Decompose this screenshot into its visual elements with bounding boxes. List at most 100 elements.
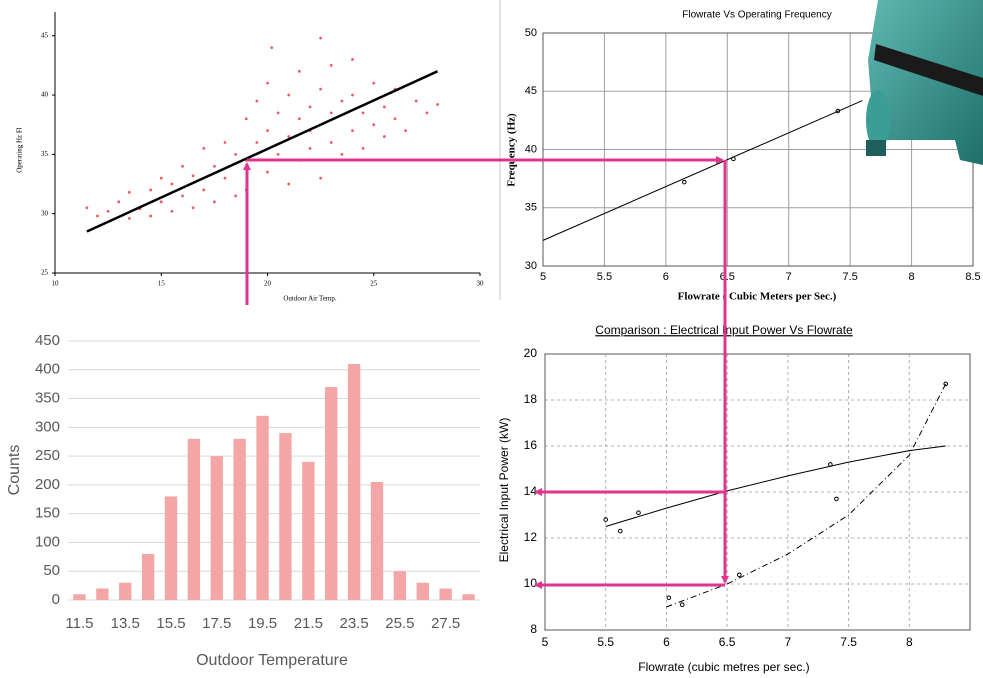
x-tick-label: 6.5 (720, 271, 735, 283)
x-tick-label: 5.5 (597, 271, 612, 283)
y-tick-label: 18 (524, 392, 538, 406)
scatter-point (404, 129, 408, 133)
y-tick-label: 35 (525, 202, 537, 214)
y-tick-label: 14 (524, 484, 538, 498)
scatter-point (270, 46, 274, 49)
x-tick-label: 15.5 (156, 615, 185, 632)
data-point (731, 156, 736, 162)
scatter-point (255, 99, 259, 103)
bar (347, 364, 361, 600)
x-tick-label: 5 (540, 271, 546, 283)
scatter-point (319, 36, 323, 40)
scatter-point (191, 174, 195, 178)
y-tick-label: 12 (524, 530, 538, 544)
scatter-point (191, 206, 195, 210)
x-tick-label: 20 (264, 280, 272, 288)
scatter-point (329, 63, 333, 67)
x-tick-label: 17.5 (202, 615, 231, 632)
x-tick-label: 5.5 (597, 635, 614, 649)
scatter-point (436, 103, 439, 106)
scatter-point (159, 200, 163, 204)
scatter-point (234, 194, 238, 198)
y-tick-label: 250 (35, 447, 60, 464)
scatter-point (170, 209, 174, 213)
x-tick-label: 7.5 (840, 635, 857, 649)
x-tick-label: 6 (663, 635, 670, 649)
scatter-point (361, 147, 365, 150)
x-tick-label: 6 (663, 271, 669, 283)
scatter-point (382, 135, 386, 138)
y-tick-label: 30 (41, 209, 49, 217)
y-tick-label: 300 (35, 418, 60, 435)
bar (187, 438, 201, 600)
scatter-point (319, 176, 323, 180)
x-tick-label: 25.5 (385, 615, 414, 632)
data-point (617, 528, 623, 534)
x-tick-label: 23.5 (340, 615, 369, 632)
y-tick-label: 30 (525, 260, 537, 272)
bar (73, 594, 86, 600)
bar (370, 482, 384, 600)
scatter-point (393, 117, 397, 121)
x-axis-label: Flowrate ( Cubic Meters per Sec.) (678, 291, 837, 303)
bar (393, 571, 407, 600)
line (542, 100, 863, 241)
x-tick-label: 7 (785, 635, 792, 649)
x-tick-label: 10 (52, 280, 60, 288)
scatter-point (202, 147, 206, 150)
scatter-point (340, 99, 344, 103)
y-tick-label: 35 (41, 150, 49, 158)
x-tick-label: 5 (542, 635, 549, 649)
y-tick-label: 0 (52, 591, 60, 608)
scatter-point (244, 188, 248, 192)
scatter-point (266, 129, 269, 133)
scatter-point (361, 111, 365, 115)
y-axis-label: Electrical Input Power (kW) (497, 418, 511, 563)
x-tick-label: 8 (909, 271, 915, 283)
scatter-point (297, 117, 301, 121)
scatter-point (223, 141, 227, 144)
scatter-point (308, 147, 312, 150)
scatter-point (276, 111, 280, 115)
y-tick-label: 45 (41, 31, 49, 39)
y-tick-label: 150 (35, 505, 60, 522)
y-tick-label: 20 (524, 346, 538, 360)
y-tick-label: 8 (530, 622, 537, 636)
x-tick-label: 7.5 (842, 271, 857, 283)
scatter-point (234, 152, 238, 156)
x-tick-label: 11.5 (65, 615, 93, 632)
scatter-point (287, 93, 291, 97)
y-axis-label: Counts (6, 445, 23, 496)
x-tick-label: 25 (370, 280, 378, 288)
scatter-point (414, 99, 418, 103)
y-tick-label: 400 (35, 361, 60, 378)
data-point (736, 572, 742, 578)
data-point (681, 179, 687, 185)
scatter-point (287, 135, 291, 138)
y-tick-label: 50 (525, 27, 537, 39)
scatter-point (127, 217, 131, 220)
line (666, 383, 947, 608)
scatter-point (329, 141, 333, 144)
x-tick-label: 8 (906, 635, 913, 649)
y-tick-label: 16 (524, 438, 538, 452)
x-tick-label: 30 (477, 280, 485, 288)
bar (462, 594, 475, 600)
data-point (835, 108, 841, 114)
scatter-point (287, 182, 291, 186)
data-point (636, 510, 641, 516)
y-tick-label: 450 (35, 332, 60, 349)
bar (164, 496, 178, 600)
scatter-point (351, 129, 354, 133)
scatter-point (202, 188, 206, 192)
scatter-point (212, 164, 216, 168)
data-point (603, 517, 609, 522)
data-point (828, 462, 833, 467)
scatter-point (181, 164, 184, 168)
bar (141, 553, 155, 600)
chart-title: Flowrate Vs Operating Frequency (682, 10, 832, 21)
scatter-point (106, 209, 110, 213)
scatter-point (319, 87, 323, 91)
x-tick-label: 7 (786, 271, 792, 283)
